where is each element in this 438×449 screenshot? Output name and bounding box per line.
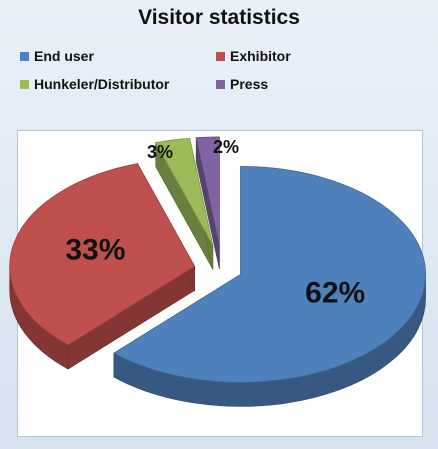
legend-swatch [20,79,29,89]
data-label-exhibitor: 33% [65,233,125,266]
legend-item-hunkeler-distributor: Hunkeler/Distributor [20,76,169,92]
slice-top [195,136,220,245]
slice-top [113,166,426,383]
legend-swatch [20,51,29,61]
legend-item-press: Press [216,76,268,92]
legend-label: Exhibitor [230,48,291,64]
slice-top [9,163,196,346]
data-label-hunkeler-distributor: 3% [147,142,173,162]
pie-slice-exhibitor [9,162,196,370]
data-label-end-user: 62% [305,276,365,309]
pie-slice-press [195,136,220,269]
legend-item-exhibitor: Exhibitor [216,48,291,64]
legend-item-end-user: End user [20,48,94,64]
data-label-press: 2% [213,137,239,157]
slice-top [155,137,214,246]
legend-label: Press [230,76,269,92]
chart-title: Visitor statistics [138,6,300,29]
legend-label: Hunkeler/Distributor [34,76,170,92]
legend-swatch [216,79,225,89]
pie-slice-hunkeler-distributor [155,137,214,271]
legend-label: End user [34,48,94,64]
pie-slice-end-user [113,166,426,407]
legend-swatch [216,51,225,61]
